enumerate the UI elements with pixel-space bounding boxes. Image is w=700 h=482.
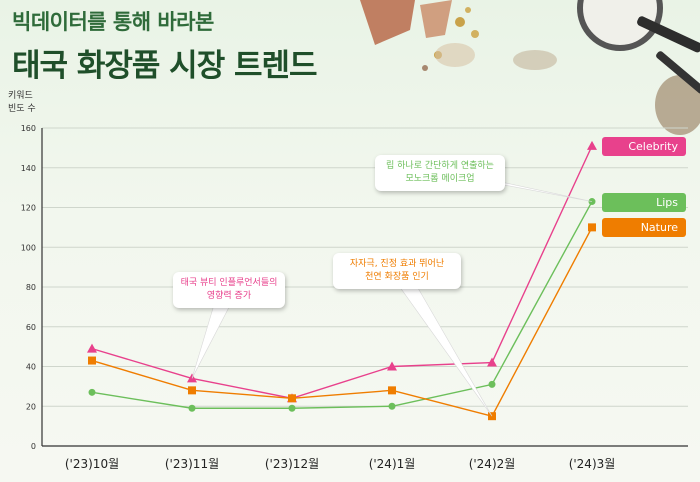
y-axis-unit-label: 키워드 빈도 수 <box>8 90 36 116</box>
series-line-celebrity <box>91 145 593 400</box>
series-line-nature <box>91 227 593 418</box>
y-tick-label: 140 <box>21 164 36 173</box>
y-tick-label: 0 <box>31 442 36 451</box>
data-point-nature <box>388 386 396 395</box>
header: 빅데이터를 통해 바라본 태국 화장품 시장 트렌드 <box>12 6 318 85</box>
y-tick-label: 120 <box>21 204 36 213</box>
callout-text-line: 립 하나로 간단하게 연출하는 <box>386 161 494 171</box>
callout-text-line: 자자극, 진정 효과 뛰어난 <box>349 259 445 269</box>
y-tick-label: 160 <box>21 124 36 133</box>
data-point-lips <box>488 380 496 388</box>
page-subtitle: 빅데이터를 통해 바라본 <box>12 10 214 34</box>
x-tick-label: ('23)12월 <box>265 457 319 471</box>
callout-text-line: 모노크롬 메이크업 <box>405 174 475 184</box>
data-point-celebrity <box>587 140 597 150</box>
y-tick-label: 40 <box>26 363 36 372</box>
data-point-celebrity <box>87 343 97 353</box>
x-tick-label: ('23)11월 <box>165 457 219 471</box>
y-tick-label: 100 <box>21 243 36 252</box>
callout-text-line: 영향력 증가 <box>206 291 252 301</box>
data-point-lips <box>388 402 396 410</box>
data-point-nature <box>288 394 296 403</box>
x-tick-label: ('23)10월 <box>65 457 119 471</box>
y-axis-unit-line-2: 빈도 수 <box>8 104 36 114</box>
data-point-lips <box>288 404 296 412</box>
y-tick-label: 20 <box>26 402 36 411</box>
page-title: 태국 화장품 시장 트렌드 <box>12 48 318 84</box>
y-axis-unit-line-1: 키워드 <box>8 91 33 101</box>
callout-text-line: 태국 뷰티 인플루언서들의 <box>180 278 278 288</box>
callout-text-line: 천연 화장품 인기 <box>365 272 429 282</box>
series-line-lips <box>91 201 593 409</box>
data-point-nature <box>588 223 596 232</box>
legend-item-celebrity: Celebrity <box>602 137 686 156</box>
x-tick-label: ('24)2월 <box>469 457 516 471</box>
data-point-nature <box>188 386 196 395</box>
data-point-lips <box>188 404 196 412</box>
data-point-celebrity <box>487 357 497 367</box>
data-point-nature <box>88 356 96 365</box>
legend-item-lips: Lips <box>602 193 686 212</box>
y-tick-label: 60 <box>26 323 36 332</box>
y-tick-label: 80 <box>26 283 36 292</box>
data-point-celebrity <box>387 361 397 371</box>
legend-item-nature: Nature <box>602 218 686 237</box>
x-tick-label: ('24)3월 <box>569 457 616 471</box>
x-tick-label: ('24)1월 <box>369 457 416 471</box>
callout-pointer <box>386 268 493 417</box>
decorative-brush-image <box>655 51 700 135</box>
decorative-cosmetics-image <box>360 0 700 71</box>
data-point-lips <box>88 388 96 396</box>
